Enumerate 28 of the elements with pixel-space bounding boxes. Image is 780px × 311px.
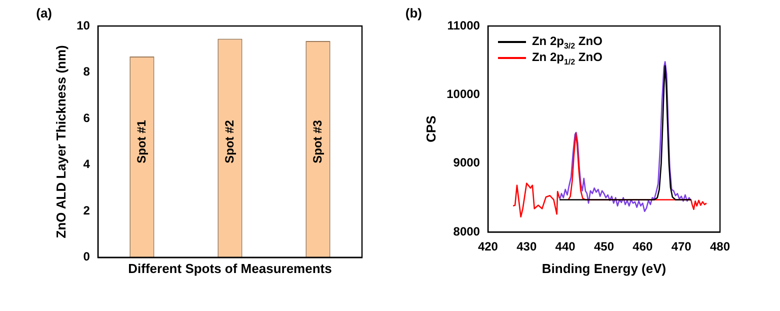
x-axis-title: Binding Energy (eV) bbox=[542, 260, 666, 276]
chart-title: (a) bbox=[36, 6, 52, 21]
x-tick-label: 420 bbox=[478, 240, 498, 254]
y-tick-label: 0 bbox=[83, 250, 90, 264]
x-tick-label: 440 bbox=[555, 240, 576, 254]
category-label: Spot #3 bbox=[310, 120, 324, 164]
y-tick-label: 10 bbox=[76, 18, 90, 32]
x-tick-label: 480 bbox=[710, 240, 730, 254]
y-axis-title: ZnO ALD Layer Thickness (nm) bbox=[53, 45, 68, 238]
y-tick-label: 10000 bbox=[446, 86, 480, 101]
y-tick-label: 8000 bbox=[453, 224, 480, 238]
y-tick-label: 9000 bbox=[453, 156, 480, 170]
x-axis-title: Different Spots of Measurements bbox=[128, 260, 332, 276]
x-tick-label: 460 bbox=[632, 240, 653, 254]
legend-label: Zn 2p$_{3/2}$ ZnO bbox=[532, 34, 602, 50]
y-axis-title: CPS bbox=[423, 115, 438, 142]
category-label: Spot #2 bbox=[222, 120, 236, 164]
x-tick-label: 450 bbox=[594, 240, 614, 254]
legend-label: Zn 2p$_{1/2}$ ZnO bbox=[532, 50, 602, 66]
y-tick-label: 2 bbox=[83, 203, 90, 218]
y-tick-label: 11000 bbox=[447, 18, 480, 32]
x-tick-label: 470 bbox=[671, 240, 692, 254]
y-tick-label: 8 bbox=[83, 64, 90, 79]
x-tick-label: 430 bbox=[516, 240, 537, 254]
y-tick-label: 6 bbox=[83, 110, 90, 125]
category-label: Spot #1 bbox=[134, 120, 148, 164]
y-tick-label: 4 bbox=[83, 157, 90, 172]
chart-title: (b) bbox=[405, 6, 422, 21]
